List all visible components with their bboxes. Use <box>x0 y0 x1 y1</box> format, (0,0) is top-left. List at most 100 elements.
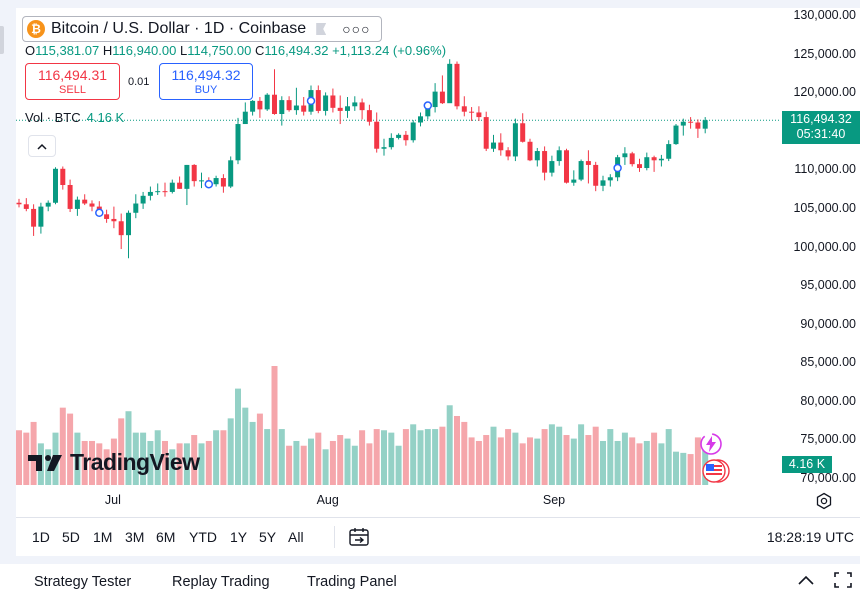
event-marker[interactable] <box>204 179 214 189</box>
candle[interactable] <box>184 164 190 206</box>
range-button-all[interactable]: All <box>288 529 304 545</box>
candle[interactable] <box>607 174 613 187</box>
candle[interactable] <box>23 198 29 212</box>
candle[interactable] <box>301 97 307 116</box>
candle[interactable] <box>272 69 277 115</box>
tab-replay-trading[interactable]: Replay Trading <box>172 574 270 590</box>
candle[interactable] <box>242 102 248 125</box>
candle[interactable] <box>491 134 496 152</box>
candle[interactable] <box>359 98 365 120</box>
flag-icon[interactable] <box>316 23 330 35</box>
candle[interactable] <box>155 183 161 196</box>
event-marker[interactable] <box>613 163 622 173</box>
range-button-1m[interactable]: 1M <box>93 529 113 545</box>
candle[interactable] <box>439 75 445 104</box>
candle[interactable] <box>483 111 489 152</box>
candle[interactable] <box>345 97 350 118</box>
candle[interactable] <box>199 172 204 189</box>
candle[interactable] <box>133 194 139 219</box>
candle[interactable] <box>469 107 475 121</box>
candle[interactable] <box>140 191 146 209</box>
tab-trading-panel[interactable]: Trading Panel <box>307 574 397 590</box>
candle[interactable] <box>257 97 263 118</box>
candle[interactable] <box>578 159 584 182</box>
candle[interactable] <box>447 59 453 104</box>
event-marker[interactable] <box>306 96 316 106</box>
candle[interactable] <box>264 93 270 111</box>
candle[interactable] <box>505 147 511 161</box>
us-economic-event-icon[interactable] <box>701 458 731 484</box>
candle[interactable] <box>279 96 285 126</box>
candle[interactable] <box>564 148 569 184</box>
candle[interactable] <box>213 175 219 187</box>
candle[interactable] <box>45 200 51 212</box>
candle[interactable] <box>622 147 628 165</box>
candle[interactable] <box>461 96 467 117</box>
candle[interactable] <box>381 138 387 156</box>
symbol-title[interactable]: Bitcoin / U.S. Dollar · 1D · Coinbase <box>51 20 307 37</box>
candle[interactable] <box>330 88 336 113</box>
candle[interactable] <box>512 118 518 162</box>
candle[interactable] <box>629 151 635 167</box>
candle[interactable] <box>220 174 226 193</box>
candle[interactable] <box>111 206 117 229</box>
price-chart[interactable] <box>0 0 860 517</box>
range-button-6m[interactable]: 6M <box>156 529 176 545</box>
candle[interactable] <box>38 202 44 234</box>
candle[interactable] <box>162 182 168 197</box>
candle[interactable] <box>388 133 394 150</box>
lightning-alert-icon[interactable] <box>698 431 724 457</box>
candle[interactable] <box>104 209 110 223</box>
candle[interactable] <box>644 152 650 171</box>
event-marker[interactable] <box>95 208 104 218</box>
candle[interactable] <box>418 112 423 127</box>
candle[interactable] <box>403 130 409 146</box>
candle[interactable] <box>126 210 131 259</box>
utc-clock[interactable]: 18:28:19 UTC <box>766 529 854 545</box>
candle[interactable] <box>549 155 555 177</box>
candle[interactable] <box>556 146 562 166</box>
candle[interactable] <box>410 120 416 143</box>
candle[interactable] <box>666 140 672 162</box>
candle[interactable] <box>118 213 124 250</box>
range-button-5d[interactable]: 5D <box>62 529 80 545</box>
candle[interactable] <box>60 166 66 190</box>
candle[interactable] <box>147 186 153 201</box>
range-button-1d[interactable]: 1D <box>32 529 50 545</box>
candle[interactable] <box>31 204 37 236</box>
axis-settings-gear-icon[interactable] <box>815 492 833 510</box>
candle[interactable] <box>337 95 343 125</box>
candle[interactable] <box>585 150 591 184</box>
candle[interactable] <box>315 85 321 114</box>
chevron-up-icon[interactable] <box>796 572 816 588</box>
range-button-3m[interactable]: 3M <box>125 529 145 545</box>
candle[interactable] <box>695 119 701 138</box>
candle[interactable] <box>366 104 372 126</box>
sell-button[interactable]: 116,494.31 SELL <box>25 63 120 100</box>
candle[interactable] <box>74 196 80 216</box>
candle[interactable] <box>680 118 686 136</box>
candle[interactable] <box>432 83 438 113</box>
candle[interactable] <box>250 100 256 116</box>
candle[interactable] <box>593 161 599 192</box>
candle[interactable] <box>53 167 58 205</box>
candle[interactable] <box>89 200 95 212</box>
more-dots-icon[interactable]: ○○○ <box>342 21 371 37</box>
candle[interactable] <box>235 117 241 165</box>
calendar-goto-icon[interactable] <box>348 526 370 548</box>
candle[interactable] <box>191 164 197 187</box>
candle[interactable] <box>542 146 548 181</box>
candle[interactable] <box>527 138 533 162</box>
buy-button[interactable]: 116,494.32 BUY <box>159 63 253 100</box>
candle[interactable] <box>702 117 708 134</box>
candle[interactable] <box>82 194 88 206</box>
candle[interactable] <box>374 112 380 153</box>
event-marker[interactable] <box>423 101 433 110</box>
range-button-ytd[interactable]: YTD <box>189 529 217 545</box>
candle[interactable] <box>520 113 526 143</box>
candle[interactable] <box>286 96 292 112</box>
candle[interactable] <box>476 106 482 121</box>
candle[interactable] <box>396 133 402 140</box>
candle[interactable] <box>673 124 679 145</box>
range-button-1y[interactable]: 1Y <box>230 529 248 545</box>
